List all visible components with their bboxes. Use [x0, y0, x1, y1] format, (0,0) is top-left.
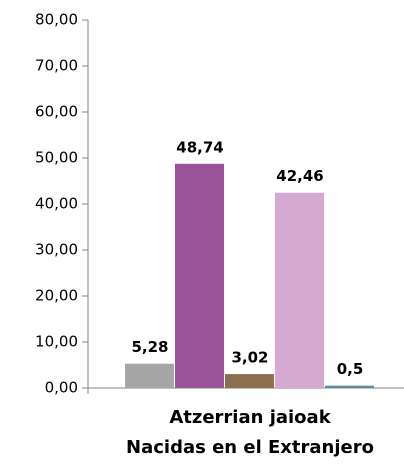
x-tick-label: Atzerrian jaioak — [169, 407, 331, 428]
value-label: 0,5 — [337, 360, 364, 378]
value-label: 3,02 — [231, 349, 268, 367]
bar — [125, 363, 174, 388]
bar — [325, 385, 374, 388]
y-tick-label: 40,00 — [35, 195, 78, 213]
value-label: 48,74 — [176, 138, 223, 156]
y-tick-label: 0,00 — [45, 379, 78, 397]
y-tick-label: 80,00 — [35, 11, 78, 29]
y-tick-label: 30,00 — [35, 241, 78, 259]
bar — [275, 192, 324, 388]
y-tick-label: 20,00 — [35, 287, 78, 305]
y-tick-label: 70,00 — [35, 57, 78, 75]
x-tick-label: Nacidas en el Extranjero — [126, 437, 374, 458]
bar — [225, 374, 274, 388]
value-label: 5,28 — [131, 338, 168, 356]
y-tick-label: 10,00 — [35, 333, 78, 351]
y-tick-label: 60,00 — [35, 103, 78, 121]
y-tick-label: 50,00 — [35, 149, 78, 167]
bar — [175, 163, 224, 388]
value-label: 42,46 — [276, 167, 323, 185]
